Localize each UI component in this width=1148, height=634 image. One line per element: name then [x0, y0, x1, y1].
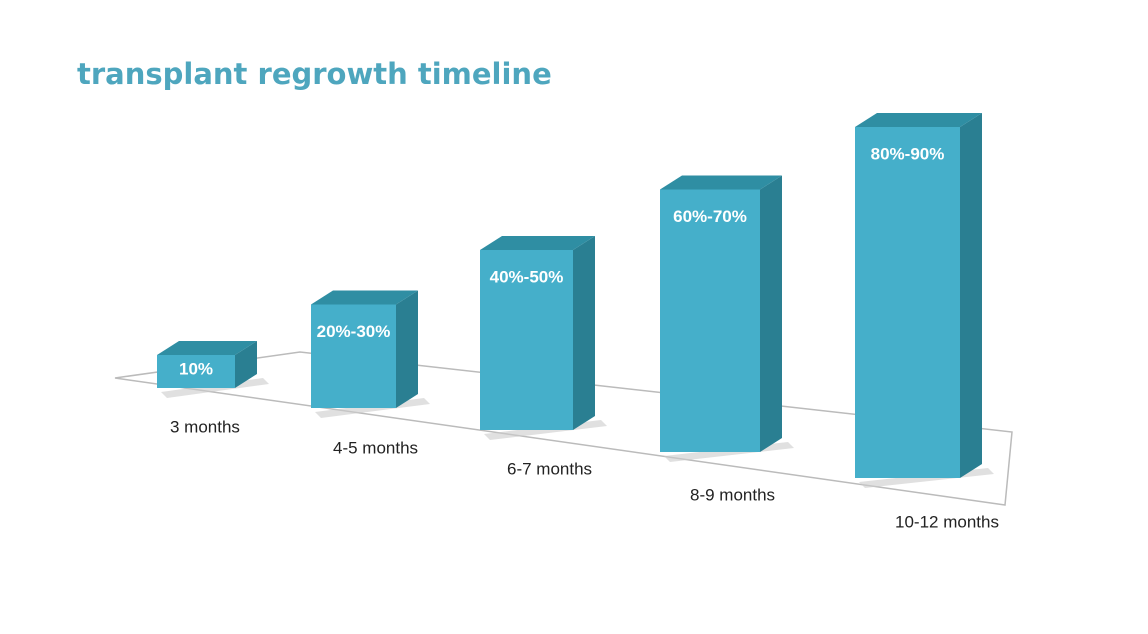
bar-front — [311, 304, 396, 408]
bar-front — [855, 127, 960, 478]
bar-side — [235, 341, 257, 388]
bar-side — [396, 290, 418, 408]
bar-top — [311, 290, 418, 305]
bar-top — [480, 236, 595, 250]
bar-side — [960, 113, 982, 478]
value-label: 10% — [179, 359, 213, 378]
bar-side — [760, 175, 782, 452]
bar — [660, 175, 782, 452]
x-tick-label: 10-12 months — [895, 512, 999, 531]
x-tick-label: 3 months — [170, 417, 240, 436]
bar-front — [660, 189, 760, 452]
value-label: 20%-30% — [317, 322, 391, 341]
chart-title: transplant regrowth timeline — [77, 57, 552, 91]
bar-top — [855, 113, 982, 127]
x-tick-label: 4-5 months — [333, 438, 418, 457]
value-label: 60%-70% — [673, 207, 747, 226]
value-label: 40%-50% — [490, 267, 564, 286]
bar-side — [573, 236, 595, 430]
bar — [311, 290, 418, 408]
bar-front — [480, 250, 573, 430]
bar-front — [157, 355, 235, 388]
x-tick-label: 6-7 months — [507, 459, 592, 478]
x-tick-label: 8-9 months — [690, 485, 775, 504]
bar-top — [157, 341, 257, 355]
bar — [157, 341, 257, 388]
bar — [855, 113, 982, 478]
value-label: 80%-90% — [871, 144, 945, 163]
bar — [480, 236, 595, 430]
bar-top — [660, 175, 782, 190]
